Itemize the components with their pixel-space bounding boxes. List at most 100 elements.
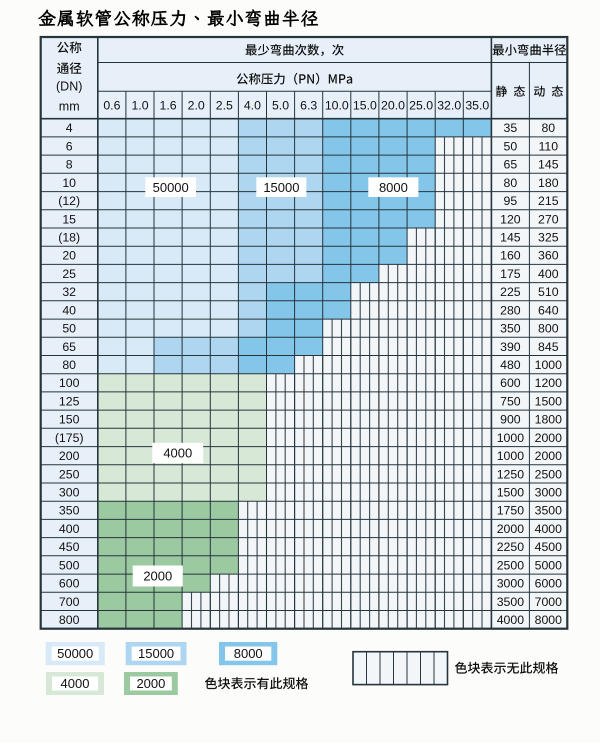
svg-text:80: 80 [541,121,555,135]
svg-text:2500: 2500 [535,467,563,481]
svg-text:700: 700 [59,595,80,609]
svg-text:32: 32 [62,285,76,299]
svg-text:120: 120 [500,212,521,226]
svg-text:(175): (175) [55,431,84,445]
svg-text:1000: 1000 [497,431,525,445]
svg-text:2000: 2000 [136,676,165,691]
svg-text:350: 350 [59,504,80,518]
svg-text:1800: 1800 [535,413,563,427]
svg-text:25: 25 [62,267,76,281]
svg-text:2500: 2500 [497,558,525,572]
svg-text:80: 80 [504,176,518,190]
svg-text:4500: 4500 [535,540,563,554]
svg-text:450: 450 [59,540,80,554]
svg-text:325: 325 [538,231,559,245]
svg-text:15.0: 15.0 [353,99,377,113]
svg-text:225: 225 [500,285,521,299]
svg-text:6000: 6000 [535,577,563,591]
svg-text:50000: 50000 [57,646,93,661]
svg-text:2250: 2250 [497,540,525,554]
svg-text:250: 250 [59,467,80,481]
svg-text:2000: 2000 [535,449,563,463]
svg-text:175: 175 [500,267,521,281]
svg-text:20.0: 20.0 [381,99,405,113]
svg-text:4000: 4000 [535,522,563,536]
svg-text:0.6: 0.6 [103,99,120,113]
svg-text:500: 500 [59,558,80,572]
svg-text:3000: 3000 [535,486,563,500]
svg-text:3500: 3500 [535,504,563,518]
svg-text:35.0: 35.0 [465,99,489,113]
svg-text:280: 280 [500,303,521,317]
svg-text:390: 390 [500,340,521,354]
svg-text:1000: 1000 [497,449,525,463]
svg-text:65: 65 [62,340,76,354]
svg-text:mm: mm [59,99,80,113]
svg-text:(DN): (DN) [56,79,82,93]
svg-text:3500: 3500 [497,595,525,609]
svg-text:25.0: 25.0 [409,99,433,113]
svg-text:600: 600 [59,577,80,591]
svg-text:5000: 5000 [535,558,563,572]
svg-text:1200: 1200 [535,376,563,390]
svg-text:510: 510 [538,285,559,299]
svg-text:800: 800 [538,322,559,336]
svg-text:10: 10 [62,176,76,190]
svg-text:1500: 1500 [497,486,525,500]
svg-text:2000: 2000 [535,431,563,445]
svg-text:4000: 4000 [497,613,525,627]
svg-text:215: 215 [538,194,559,208]
svg-text:2000: 2000 [143,569,172,584]
svg-text:15000: 15000 [263,180,299,195]
svg-text:160: 160 [500,249,521,263]
svg-text:2.5: 2.5 [216,99,233,113]
svg-text:4.0: 4.0 [244,99,261,113]
svg-text:40: 40 [62,303,76,317]
svg-text:845: 845 [538,340,559,354]
svg-text:8000: 8000 [535,613,563,627]
svg-text:800: 800 [59,613,80,627]
svg-text:640: 640 [538,303,559,317]
svg-text:(18): (18) [58,231,80,245]
svg-text:150: 150 [59,413,80,427]
svg-text:200: 200 [59,449,80,463]
svg-text:110: 110 [538,139,558,153]
svg-text:8: 8 [66,158,73,172]
svg-text:145: 145 [538,158,559,172]
svg-text:50: 50 [504,139,518,153]
svg-text:145: 145 [500,231,521,245]
svg-text:32.0: 32.0 [437,99,461,113]
svg-text:6.3: 6.3 [300,99,317,113]
svg-text:1.0: 1.0 [131,99,148,113]
svg-text:15000: 15000 [138,646,174,661]
svg-text:300: 300 [59,486,80,500]
svg-text:1500: 1500 [535,394,563,408]
svg-text:10.0: 10.0 [325,99,349,113]
svg-text:80: 80 [62,358,76,372]
svg-text:180: 180 [538,176,559,190]
svg-text:4000: 4000 [163,446,192,461]
svg-text:350: 350 [500,322,521,336]
svg-text:2000: 2000 [497,522,525,536]
svg-text:8000: 8000 [379,180,408,195]
svg-text:50000: 50000 [153,180,189,195]
svg-text:480: 480 [500,358,521,372]
svg-text:4000: 4000 [61,676,90,691]
svg-text:4: 4 [66,121,73,135]
svg-text:65: 65 [504,158,518,172]
svg-text:1750: 1750 [497,504,525,518]
svg-text:360: 360 [538,249,559,263]
svg-text:1250: 1250 [497,467,525,481]
svg-text:8000: 8000 [234,646,263,661]
svg-text:20: 20 [62,249,76,263]
svg-text:(12): (12) [58,194,80,208]
svg-text:5.0: 5.0 [272,99,289,113]
svg-text:750: 750 [500,394,521,408]
svg-text:1.6: 1.6 [160,99,177,113]
svg-text:400: 400 [538,267,559,281]
svg-text:1000: 1000 [535,358,563,372]
svg-text:3000: 3000 [497,577,525,591]
svg-text:2.0: 2.0 [188,99,205,113]
svg-text:15: 15 [62,212,76,226]
svg-text:100: 100 [59,376,80,390]
